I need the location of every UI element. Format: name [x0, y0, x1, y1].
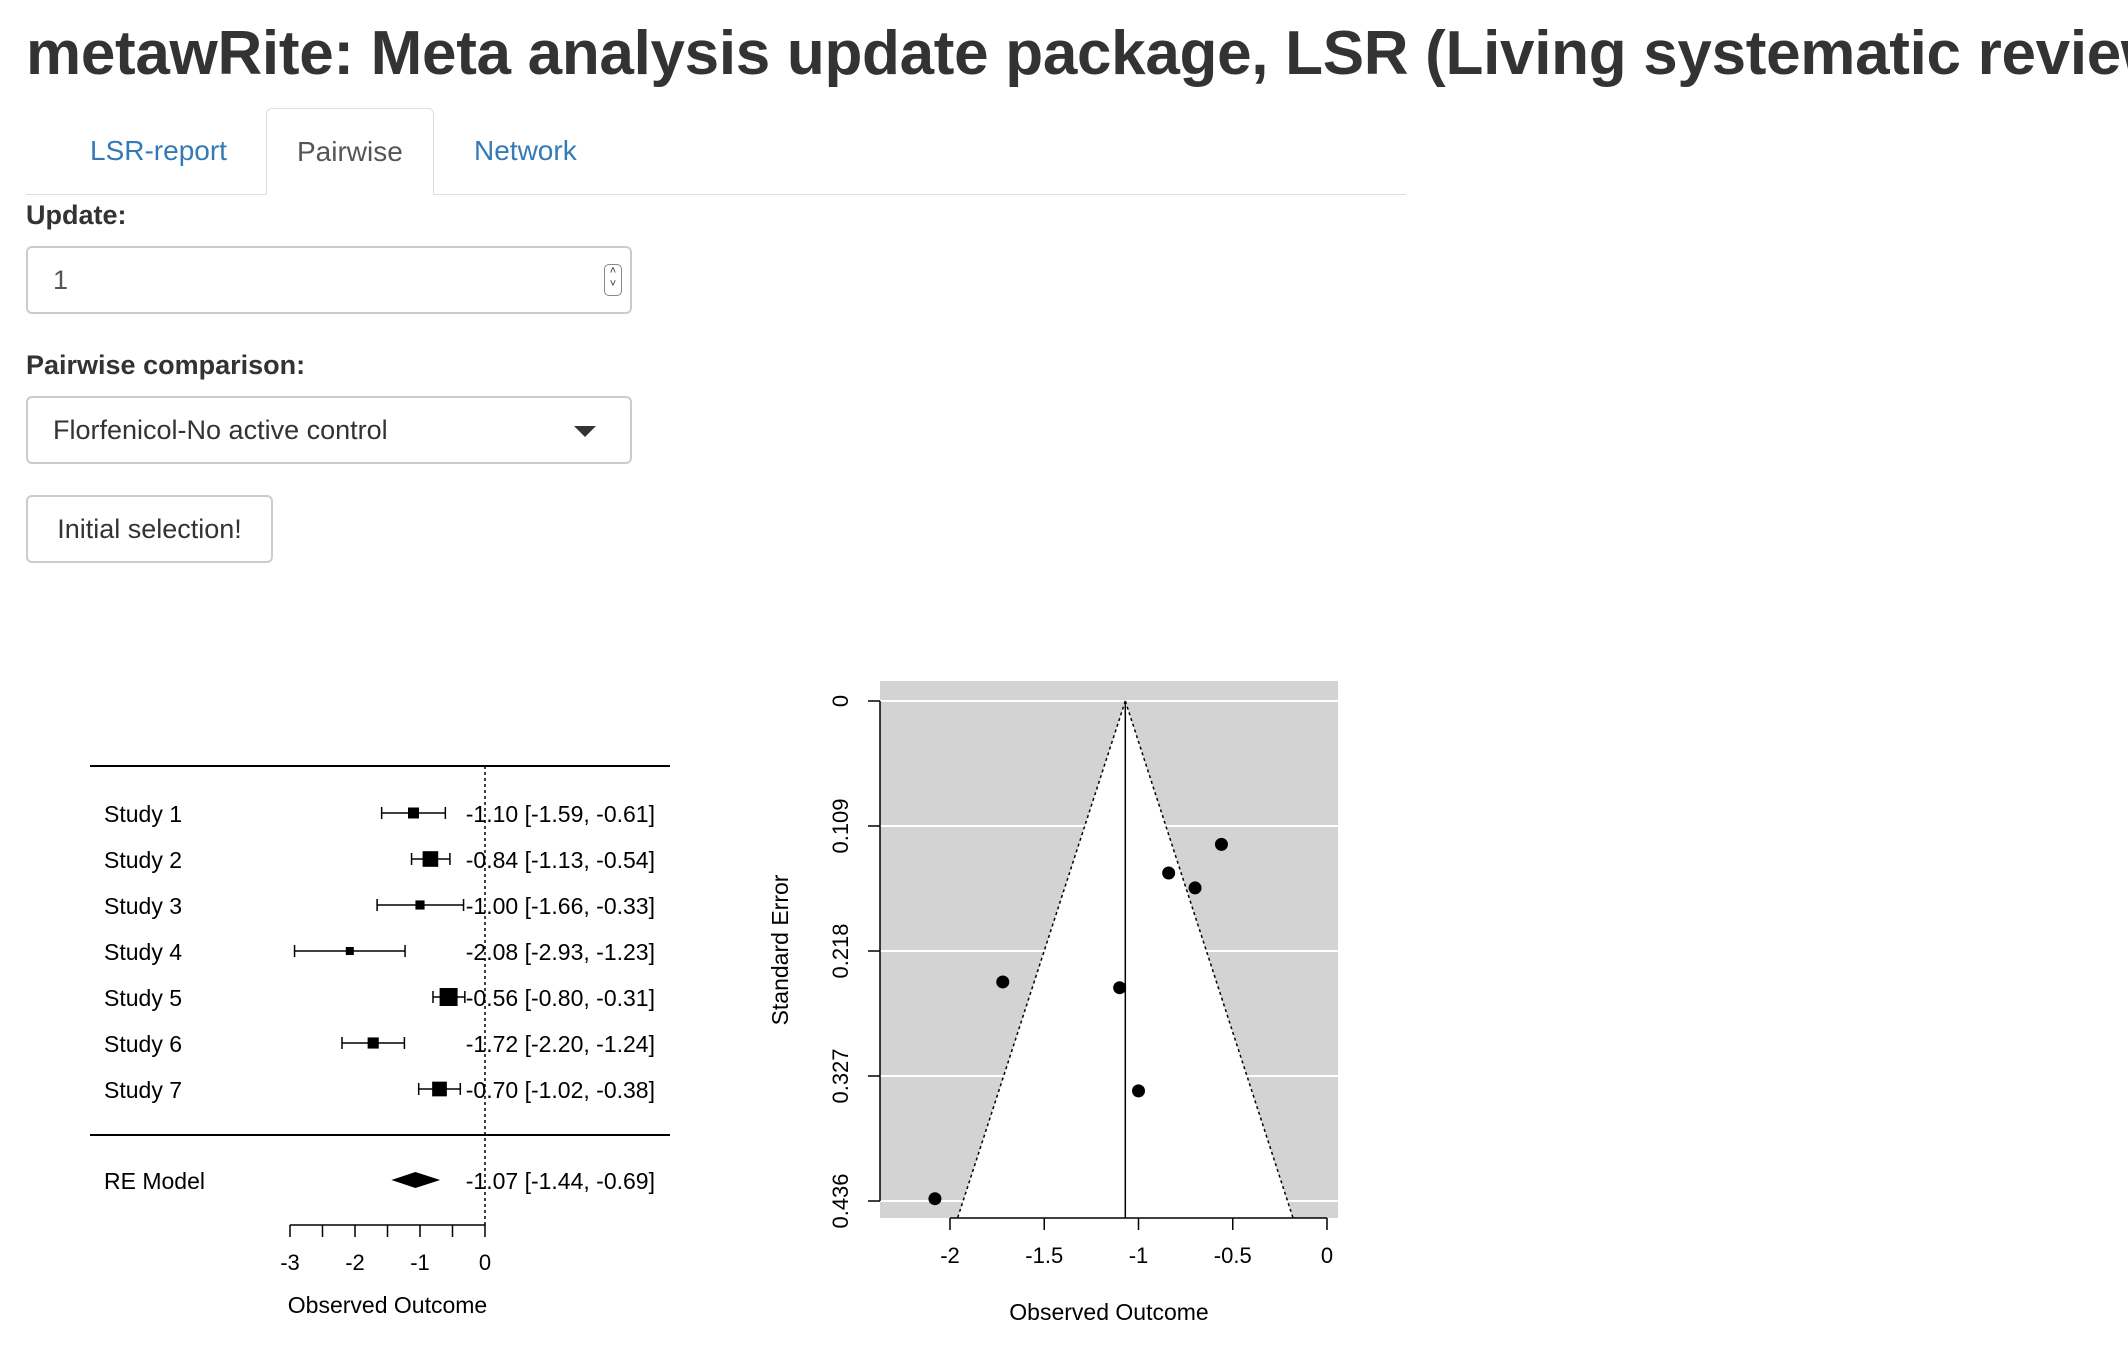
stepper-icon[interactable]: ˄ ˅ [604, 264, 622, 296]
funnel-point [1188, 881, 1202, 895]
forest-x-tick-label: 0 [479, 1250, 491, 1275]
pairwise-comparison-select[interactable]: Florfenicol-No active control [26, 396, 632, 464]
funnel-point [996, 975, 1010, 989]
funnel-x-tick-label: -0.5 [1214, 1243, 1252, 1268]
funnel-y-tick-label: 0.218 [828, 923, 853, 978]
update-label: Update: [26, 200, 127, 230]
forest-study-estimate: -1.10 [-1.59, -0.61] [466, 801, 655, 827]
forest-study-point [367, 1037, 379, 1049]
forest-study-label: Study 6 [104, 1031, 182, 1057]
forest-study-point [432, 1081, 447, 1097]
initial-selection-button[interactable]: Initial selection! [26, 495, 273, 563]
forest-study-label: Study 1 [104, 801, 182, 827]
funnel-x-tick-label: -1 [1129, 1243, 1149, 1268]
funnel-point [1162, 866, 1176, 880]
forest-study-estimate: -0.84 [-1.13, -0.54] [466, 847, 655, 873]
tab-bar: LSR-report Pairwise Network [26, 108, 1406, 195]
forest-study-label: Study 5 [104, 985, 182, 1011]
funnel-y-tick-label: 0.109 [828, 798, 853, 853]
update-number-input[interactable]: 1 ˄ ˅ [26, 246, 632, 314]
forest-study-label: Study 3 [104, 893, 182, 919]
forest-x-tick-label: -3 [280, 1250, 300, 1275]
forest-study-point [422, 851, 439, 867]
funnel-y-tick-label: 0 [828, 695, 853, 707]
forest-study-estimate: -1.72 [-2.20, -1.24] [466, 1031, 655, 1057]
tab-pairwise[interactable]: Pairwise [266, 108, 434, 195]
forest-study-estimate: -1.00 [-1.66, -0.33] [466, 893, 655, 919]
tab-network[interactable]: Network [474, 135, 577, 166]
funnel-x-tick-label: 0 [1321, 1243, 1333, 1268]
funnel-x-tick-label: -1.5 [1025, 1243, 1063, 1268]
funnel-x-tick-label: -2 [940, 1243, 960, 1268]
forest-study-estimate: -2.08 [-2.93, -1.23] [466, 939, 655, 965]
forest-summary-estimate: -1.07 [-1.44, -0.69] [466, 1168, 655, 1194]
funnel-point [928, 1192, 942, 1206]
forest-study-label: Study 4 [104, 939, 182, 965]
forest-summary-diamond [391, 1172, 441, 1188]
tab-lsr-report[interactable]: LSR-report [90, 135, 227, 166]
funnel-y-tick-label: 0.436 [828, 1173, 853, 1228]
funnel-y-axis-label: Standard Error [767, 874, 793, 1025]
update-value: 1 [53, 265, 69, 295]
funnel-point [1132, 1084, 1145, 1098]
forest-summary-label: RE Model [104, 1168, 205, 1194]
forest-x-axis-label: Observed Outcome [288, 1292, 487, 1318]
funnel-left-bound [956, 700, 1127, 1219]
chevron-down-icon [574, 426, 596, 437]
forest-study-point [345, 946, 354, 956]
forest-study-point [439, 988, 458, 1006]
forest-study-label: Study 2 [104, 847, 182, 873]
pairwise-comparison-label: Pairwise comparison: [26, 350, 306, 380]
funnel-y-tick-label: 0.327 [828, 1048, 853, 1103]
forest-study-estimate: -0.70 [-1.02, -0.38] [466, 1077, 655, 1103]
forest-plot: Study 1 -1.10 [-1.59, -0.61] Study 2 -0.84 … [90, 765, 670, 1318]
forest-study-label: Study 7 [104, 1077, 182, 1103]
funnel-right-bound [1124, 700, 1294, 1219]
funnel-x-axis-label: Observed Outcome [1009, 1299, 1208, 1325]
forest-x-tick-label: -1 [410, 1250, 430, 1275]
funnel-point [1214, 837, 1228, 851]
funnel-plot: 0 0.109 0.218 0.327 0.436 Standard Error -2 -1.… [767, 681, 1338, 1325]
forest-x-tick-label: -2 [345, 1250, 365, 1275]
pairwise-comparison-value: Florfenicol-No active control [53, 415, 388, 445]
forest-study-point [408, 807, 419, 819]
forest-study-point [415, 900, 425, 910]
page-title: metawRite: Meta analysis update package,… [26, 19, 2128, 88]
forest-study-estimate: -0.56 [-0.80, -0.31] [466, 985, 655, 1011]
funnel-point [1113, 981, 1127, 995]
